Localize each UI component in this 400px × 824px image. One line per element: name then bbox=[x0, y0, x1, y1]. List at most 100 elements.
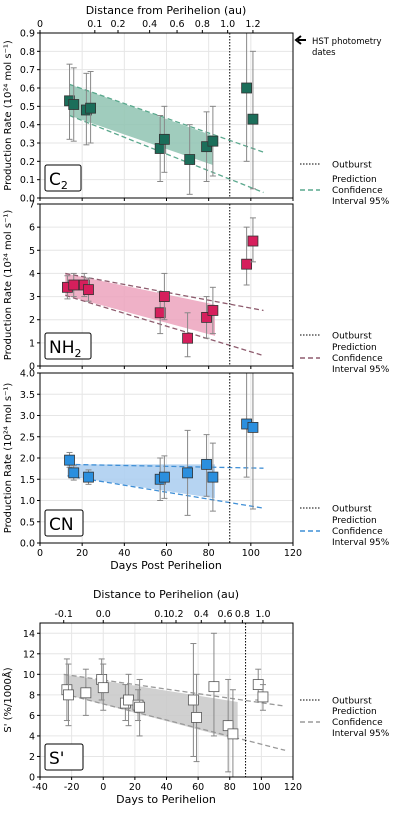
top-axis-tick-label: 0.4 bbox=[142, 19, 157, 30]
data-point bbox=[207, 135, 219, 147]
sprime-x-tick-label: 0 bbox=[100, 782, 106, 793]
y-tick-label: 1 bbox=[29, 338, 35, 349]
data-point bbox=[83, 471, 94, 483]
prediction-upper-line bbox=[67, 463, 264, 469]
legend-prediction-label: Confidence bbox=[332, 354, 383, 364]
data-point bbox=[68, 279, 80, 291]
prediction-lower-line bbox=[67, 475, 264, 509]
days-post-perihelion-axis: 0 20 40 60 80 100 120 bbox=[37, 548, 302, 559]
legend-outburst-label: Outburst bbox=[332, 505, 372, 515]
y-tick-label: 2 bbox=[29, 752, 35, 763]
prediction-lower-line bbox=[65, 294, 264, 357]
y-tick-label: 14 bbox=[23, 629, 35, 640]
legend-prediction-label: Prediction bbox=[332, 175, 377, 185]
data-point bbox=[123, 694, 134, 706]
y-tick-label: 0 bbox=[29, 773, 35, 784]
y-tick-label: 0.9 bbox=[20, 29, 35, 40]
prediction-lower-line bbox=[63, 693, 286, 751]
x-tick-label: 60 bbox=[160, 548, 172, 559]
x-tick-label: 100 bbox=[242, 548, 260, 559]
sprime-top-tick-label: 1.0 bbox=[255, 609, 270, 620]
data-point bbox=[247, 421, 259, 433]
panel-nh2: 0 1 2 3 4 5 6 7 Production Rate (10²⁴ mol s⁻¹) NH… bbox=[3, 200, 390, 376]
data-point bbox=[158, 291, 170, 302]
data-point bbox=[257, 691, 269, 703]
sprime-x-tick-label: 40 bbox=[160, 782, 172, 793]
data-point bbox=[241, 258, 253, 270]
y-tick-label: 1.0 bbox=[20, 496, 35, 507]
y-tick-label: 0.3 bbox=[20, 139, 35, 150]
hst-note-line1: HST photometry bbox=[312, 37, 382, 47]
y-tick-label: 0.7 bbox=[20, 65, 35, 76]
legend-prediction-label: Confidence bbox=[332, 527, 383, 537]
y-tick-label: 0 bbox=[29, 362, 35, 373]
panel-label: CN bbox=[49, 515, 74, 535]
data-point bbox=[158, 471, 170, 483]
sprime-x-tick-label: 20 bbox=[129, 782, 141, 793]
sprime-x-tick-label: -40 bbox=[32, 782, 48, 793]
data-point bbox=[158, 133, 170, 145]
panel-label: NH2 bbox=[49, 338, 82, 360]
panel-label-box bbox=[44, 509, 84, 537]
sprime-top-tick-label: 0.0 bbox=[96, 609, 111, 620]
legend-outburst-label: Outburst bbox=[332, 161, 372, 171]
y-tick-label: 0.6 bbox=[20, 84, 35, 95]
y-tick-label: 2.0 bbox=[20, 454, 35, 465]
data-point bbox=[154, 307, 166, 319]
legend-prediction-label: Interval 95% bbox=[332, 729, 390, 739]
sprime-top-tick-label: 0.1 bbox=[154, 609, 169, 620]
data-point bbox=[201, 141, 212, 153]
panel-sprime: 0 2 4 6 8 10 12 14 S' (%/1000Å) S' OutburstPredict… bbox=[1, 622, 390, 784]
top-axis-tick-label: 0.2 bbox=[110, 19, 125, 30]
y-tick-label: 5 bbox=[29, 246, 35, 257]
y-tick-label: 3.5 bbox=[20, 390, 35, 401]
y-tick-label: 3.0 bbox=[20, 411, 35, 422]
y-tick-label: 4 bbox=[29, 269, 35, 280]
data-point bbox=[191, 712, 202, 723]
left-arrow-icon bbox=[294, 35, 306, 45]
legend-prediction-label: Prediction bbox=[332, 343, 377, 353]
data-point bbox=[208, 681, 220, 693]
y-axis-label: Production Rate (10²⁴ mol s⁻¹) bbox=[3, 40, 14, 191]
legend-prediction-label: Prediction bbox=[332, 516, 377, 526]
prediction-upper-line bbox=[69, 83, 264, 153]
y-tick-label: 2.5 bbox=[20, 432, 35, 443]
y-tick-label: 0.0 bbox=[20, 194, 35, 205]
confidence-band bbox=[69, 84, 213, 165]
data-point bbox=[241, 82, 253, 94]
data-point bbox=[80, 687, 92, 699]
y-tick-label: 4 bbox=[29, 731, 35, 742]
top-axis-tick-label: 1.2 bbox=[245, 19, 260, 30]
y-tick-label: 4.0 bbox=[20, 369, 35, 380]
sprime-x-tick-label: -20 bbox=[64, 782, 80, 793]
top-axis-tick-label: 0.1 bbox=[87, 19, 102, 30]
y-tick-label: 1.5 bbox=[20, 475, 35, 486]
y-tick-label: 0.1 bbox=[20, 175, 35, 186]
days-post-label: Days Post Perihelion bbox=[110, 559, 222, 572]
legend-prediction-label: Interval 95% bbox=[332, 365, 390, 375]
top-axis-tick-label: 0 bbox=[37, 19, 43, 30]
y-axis-label: Production Rate (10²⁴ mol s⁻¹) bbox=[3, 210, 14, 361]
data-point bbox=[184, 154, 196, 165]
data-point bbox=[97, 682, 109, 694]
x-tick-label: 120 bbox=[284, 548, 302, 559]
legend-prediction-label: Confidence bbox=[332, 186, 383, 196]
sprime-top-axis-label: Distance to Perihelion (au) bbox=[93, 588, 239, 601]
data-point bbox=[207, 471, 219, 483]
y-tick-label: 8 bbox=[29, 690, 35, 701]
y-tick-label: 2 bbox=[29, 315, 35, 326]
data-point bbox=[63, 689, 74, 701]
y-tick-label: 6 bbox=[29, 223, 35, 234]
data-point bbox=[85, 102, 96, 114]
panel-label-box bbox=[44, 743, 84, 771]
top-axis-tick-label: 0.8 bbox=[195, 19, 210, 30]
data-point bbox=[227, 728, 239, 740]
data-point bbox=[207, 305, 219, 316]
y-tick-label: 0.5 bbox=[20, 517, 35, 528]
data-point bbox=[154, 143, 166, 154]
x-tick-label: 40 bbox=[118, 548, 130, 559]
top-axis-label: Distance from Perihelion (au) bbox=[86, 4, 247, 17]
data-point bbox=[247, 235, 259, 247]
data-point bbox=[134, 701, 146, 713]
panel-c2: 0.0 0.1 0.2 0.3 0.4 0.5 0.6 0.7 0.8 0.9 Production… bbox=[3, 29, 390, 208]
